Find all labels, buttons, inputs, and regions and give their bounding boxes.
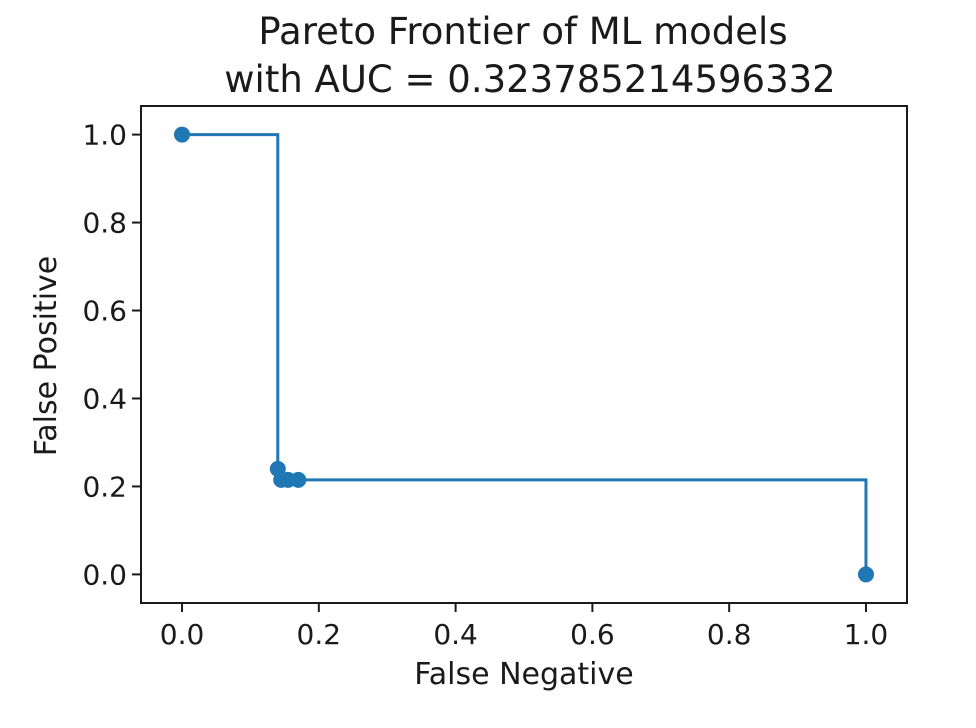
data-point	[857, 566, 874, 583]
x-axis-label: False Negative	[414, 657, 633, 692]
y-tick-label: 1.0	[82, 119, 127, 152]
y-tick-label: 0.8	[82, 207, 127, 240]
y-tick-label: 0.6	[82, 295, 127, 328]
x-tick-label: 0.4	[433, 618, 478, 651]
x-tick-label: 0.2	[297, 618, 342, 651]
x-tick-label: 0.0	[160, 618, 205, 651]
y-tick-label: 0.4	[82, 382, 127, 415]
plot-area	[174, 126, 874, 583]
plot-frame	[140, 105, 908, 604]
y-axis-label: False Positive	[29, 256, 64, 457]
x-tick-label: 0.6	[570, 618, 615, 651]
chart-subtitle: with AUC = 0.323785214596332	[224, 58, 835, 101]
frontier-line	[182, 133, 868, 575]
chart-title: Pareto Frontier of ML models	[258, 10, 787, 53]
x-tick-label: 1.0	[844, 618, 889, 651]
data-point	[174, 126, 191, 143]
data-point	[290, 471, 307, 488]
x-tick-label: 0.8	[707, 618, 752, 651]
y-tick-label: 0.2	[82, 470, 127, 503]
y-tick-label: 0.0	[82, 558, 127, 591]
